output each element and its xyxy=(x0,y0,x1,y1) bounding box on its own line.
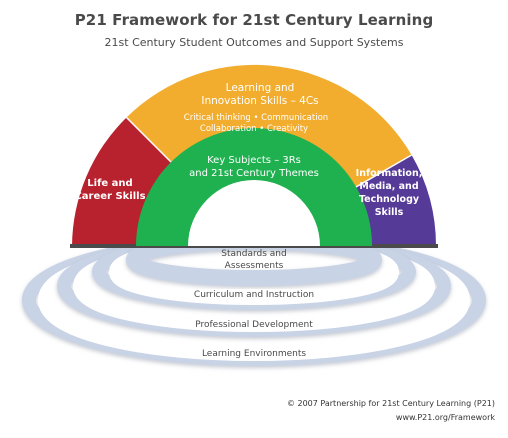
professional-development-label: Professional Development xyxy=(195,320,313,330)
page-title: P21 Framework for 21st Century Learning xyxy=(74,11,434,29)
learning-environments-label: Learning Environments xyxy=(202,349,306,359)
life-career-label-2: Career Skills xyxy=(74,191,145,202)
learning-innovation-label-1: Learning and xyxy=(226,82,295,94)
divider-right xyxy=(355,154,412,188)
copyright-text: © 2007 Partnership for 21st Century Lear… xyxy=(286,399,495,408)
learning-innovation-label-2: Innovation Skills – 4Cs xyxy=(201,95,318,107)
page-subtitle: 21st Century Student Outcomes and Suppor… xyxy=(104,36,404,49)
standards-label-1: Standards and xyxy=(221,249,286,259)
curriculum-label: Curriculum and Instruction xyxy=(194,290,314,300)
key-subjects-label-1: Key Subjects – 3Rs xyxy=(207,155,301,166)
learning-innovation-4cs-2: Collaboration • Creativity xyxy=(200,124,308,134)
life-career-label-1: Life and xyxy=(87,178,132,189)
information-media-label-2: Media, and xyxy=(359,181,418,192)
learning-innovation-4cs-1: Critical thinking • Communication xyxy=(184,113,328,123)
information-media-label-4: Skills xyxy=(375,207,404,218)
divider-left xyxy=(125,116,172,163)
standards-label-2: Assessments xyxy=(225,261,284,271)
arch-hole xyxy=(188,180,320,246)
framework-url: www.P21.org/Framework xyxy=(395,413,495,422)
information-media-label-1: Information, xyxy=(356,168,423,179)
skills-arch xyxy=(70,64,438,248)
key-subjects-label-2: and 21st Century Themes xyxy=(189,168,319,179)
support-rings xyxy=(22,234,486,366)
information-media-label-3: Technology xyxy=(359,194,420,205)
